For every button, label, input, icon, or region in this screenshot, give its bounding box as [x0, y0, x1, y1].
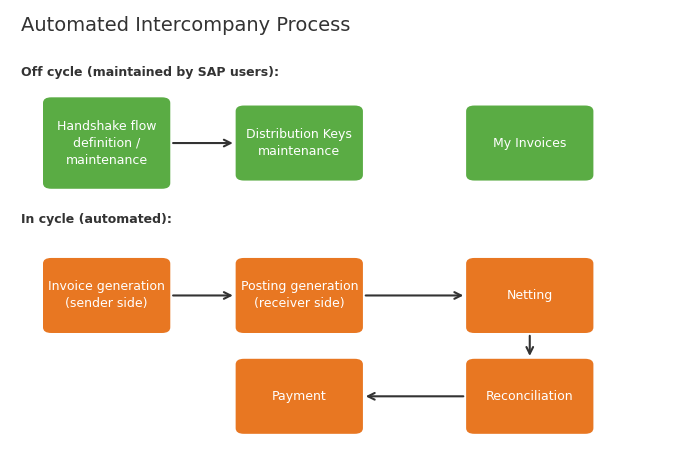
Text: Netting: Netting [506, 289, 553, 302]
FancyBboxPatch shape [466, 359, 593, 434]
FancyBboxPatch shape [43, 98, 171, 189]
FancyBboxPatch shape [466, 258, 593, 333]
FancyBboxPatch shape [43, 258, 171, 333]
Text: In cycle (automated):: In cycle (automated): [21, 213, 171, 227]
FancyBboxPatch shape [235, 106, 363, 181]
Text: Reconciliation: Reconciliation [486, 390, 574, 403]
Text: My Invoices: My Invoices [493, 136, 566, 150]
Text: Off cycle (maintained by SAP users):: Off cycle (maintained by SAP users): [21, 66, 279, 79]
Text: Automated Intercompany Process: Automated Intercompany Process [21, 16, 350, 36]
Text: Payment: Payment [272, 390, 327, 403]
Text: Invoice generation
(sender side): Invoice generation (sender side) [48, 280, 165, 310]
Text: Posting generation
(receiver side): Posting generation (receiver side) [241, 280, 358, 310]
Text: Distribution Keys
maintenance: Distribution Keys maintenance [246, 128, 352, 158]
FancyBboxPatch shape [235, 258, 363, 333]
FancyBboxPatch shape [466, 106, 593, 181]
Text: Handshake flow
definition /
maintenance: Handshake flow definition / maintenance [57, 120, 156, 166]
FancyBboxPatch shape [235, 359, 363, 434]
